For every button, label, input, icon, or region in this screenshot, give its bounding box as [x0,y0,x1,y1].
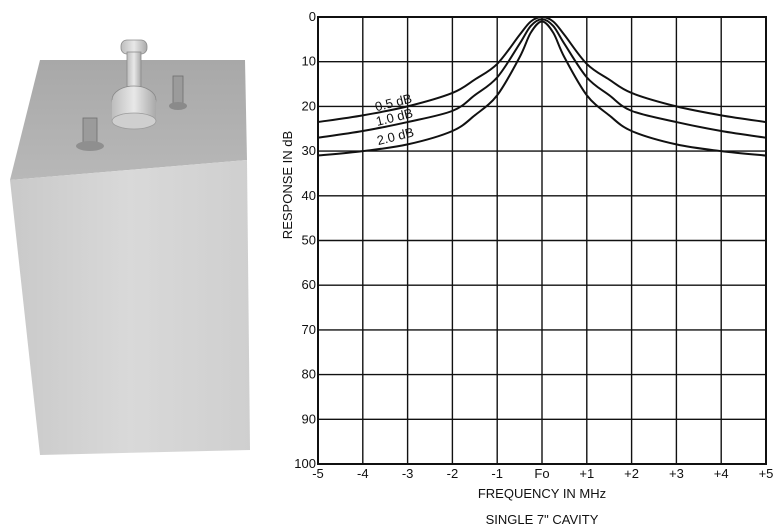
x-axis-title: FREQUENCY IN MHz [478,486,606,501]
x-tick-label: -5 [312,466,324,481]
x-tick-label: +5 [759,466,774,481]
y-tick-label: 30 [302,143,316,158]
y-axis-title: RESPONSE IN dB [280,131,295,239]
x-tick-label: +3 [669,466,684,481]
x-tick-label: -2 [447,466,459,481]
curve-labels: 0.5 dB1.0 dB2.0 dB [373,91,415,148]
chart-caption: SINGLE 7" CAVITY [486,512,599,527]
series-line [317,15,767,124]
x-tick-label: Fo [534,466,549,481]
x-tick-label: +1 [579,466,594,481]
chart-ticks: -5 -4 -3 -2 -1 Fo +1 +2 +3 +4 +5 0 10 20 30 40 50 60 70 80 9… [294,9,773,481]
cavity-filter-photo [10,39,250,455]
series-line [317,18,767,139]
y-tick-label: 70 [302,322,316,337]
chart-curves [317,15,767,157]
y-tick-label: 90 [302,411,316,426]
y-tick-label: 50 [302,233,316,248]
x-tick-label: +4 [714,466,729,481]
chart-grid [317,16,767,465]
x-tick-label: -3 [402,466,414,481]
y-tick-label: 20 [302,98,316,113]
y-tick-label: 100 [294,456,316,471]
y-tick-label: 80 [302,367,316,382]
y-tick-label: 10 [302,54,316,69]
y-tick-label: 60 [302,277,316,292]
y-tick-label: 0 [309,9,316,24]
x-tick-label: -1 [491,466,503,481]
x-tick-label: -4 [357,466,369,481]
series-line [317,20,767,157]
x-tick-label: +2 [624,466,639,481]
y-tick-label: 40 [302,188,316,203]
